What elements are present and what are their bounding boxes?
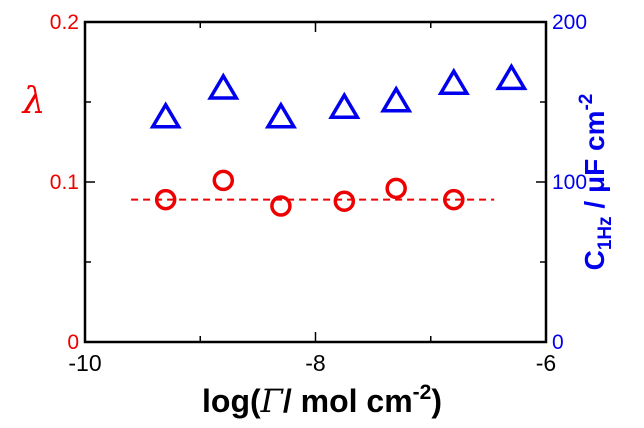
- data-points: [149, 62, 528, 217]
- x-axis-title-suffix: ): [431, 383, 442, 419]
- circle-point: [443, 188, 465, 211]
- x-axis-title: log(Γ/ mol cm-2): [202, 381, 442, 420]
- circle-point: [270, 195, 292, 217]
- circle-point: [212, 169, 235, 192]
- right-tick-label: 0: [552, 331, 564, 354]
- right-axis-title-middle: / μF cm: [579, 111, 610, 217]
- left-tick-label: 0.1: [50, 171, 79, 194]
- x-axis-title-middle: / mol cm: [283, 383, 413, 419]
- right-tick-label: 200: [552, 11, 587, 34]
- axis-ticks: [84, 21, 547, 343]
- triangle-point: [328, 91, 361, 119]
- right-axis-title-main: C: [579, 250, 610, 270]
- x-axis-title-symbol: Γ: [260, 382, 285, 420]
- right-axis-title-sub: 1Hz: [595, 216, 616, 250]
- right-tick-label: 100: [552, 171, 587, 194]
- left-tick-label: 0.2: [50, 11, 79, 34]
- triangle-point: [149, 101, 182, 129]
- x-tick-label: -10: [68, 350, 101, 376]
- plot-frame: [83, 20, 548, 344]
- triangle-point: [264, 101, 297, 129]
- x-axis-title-prefix: log(: [202, 383, 261, 419]
- x-tick-label: -8: [305, 350, 325, 376]
- triangle-point: [495, 62, 528, 91]
- triangle-point: [380, 85, 413, 113]
- right-axis-title: C1Hz / μF cm-2: [576, 94, 616, 271]
- circle-point: [333, 190, 356, 212]
- triangle-point: [437, 67, 470, 95]
- x-tick-label: -6: [536, 350, 556, 376]
- x-axis-title-sup: -2: [413, 381, 432, 404]
- left-tick-label: 0: [67, 331, 79, 354]
- triangle-point: [207, 72, 240, 100]
- right-axis-title-sup: -2: [576, 94, 597, 111]
- circle-point: [385, 177, 407, 200]
- left-axis-title: λ: [21, 81, 46, 122]
- circle-point: [154, 188, 177, 211]
